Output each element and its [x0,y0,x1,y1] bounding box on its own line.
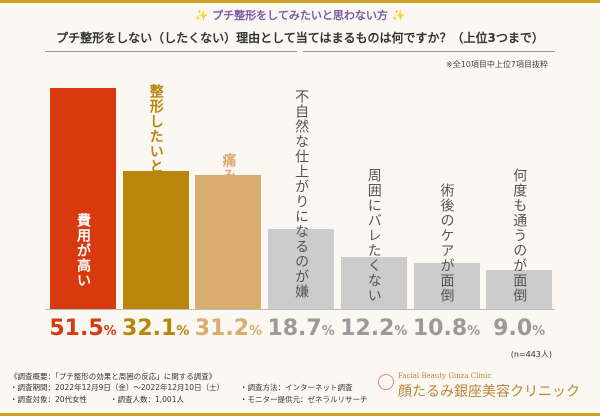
bar-label: 費用が高い [75,213,91,288]
divider [45,51,297,52]
value-label: 51.5% [49,316,117,341]
bar-label: 痛みや後遺症が不安 [220,153,237,288]
sample-size: (n=443人) [510,350,552,359]
baseline [45,309,555,310]
logo-jp: 顔たるみ銀座美容クリニック [398,384,580,400]
top-border [0,0,600,3]
note: ※全10項目中上位7項目抜粋 [446,60,548,69]
bar-label: 何度も通うのが面倒 [511,168,528,303]
value-label: 10.8% [412,316,481,341]
bar [486,270,553,309]
chart-subtitle: ✨ プチ整形をしてみたいと思わない方 ✨ [194,9,406,22]
survey-count: ・調査人数：1,001人 [110,395,184,404]
bar [195,175,262,309]
bar-label: 術後のケアが面倒 [438,183,455,303]
survey-method: ・調査方法：インターネット調査 [240,383,353,392]
value-label: 12.2% [340,316,408,341]
bottom-border [0,413,600,416]
bar-label: 整形したいと思う部位が無い [147,84,164,279]
chart-title: プチ整形をしない（したくない）理由として当てはまるものは何ですか？（上位3つまで… [56,31,544,45]
bar [413,262,480,309]
logo-en: Facial Beauty Ginza Clinic [398,372,492,380]
value-label: 31.2% [194,316,263,341]
bar [268,228,335,309]
value-label: 18.7% [267,316,335,341]
survey-target: ・調査対象：20代女性 [10,395,88,404]
bar [340,256,407,309]
value-label: 32.1% [122,316,190,341]
bar-label: 不自然な仕上がりになるのが嫌 [293,88,310,299]
bar [122,171,189,309]
clinic-logo: Facial Beauty Ginza Clinic 顔たるみ銀座美容クリニック [378,372,580,401]
divider [303,51,555,52]
bar-label: 周囲にバレたくない [365,168,382,303]
survey-period: ・調査期間：2022年12月9日（金）～2022年12月10日（土） [10,383,225,392]
survey-title: 《調査概要：「プチ整形の効果と周囲の反応」に関する調査》 [10,372,217,381]
logo-mark-icon [378,374,394,390]
bar [50,88,116,309]
value-label: 9.0% [493,316,546,341]
survey-provider: ・モニター提供元：ゼネラルリサーチ [240,395,368,404]
